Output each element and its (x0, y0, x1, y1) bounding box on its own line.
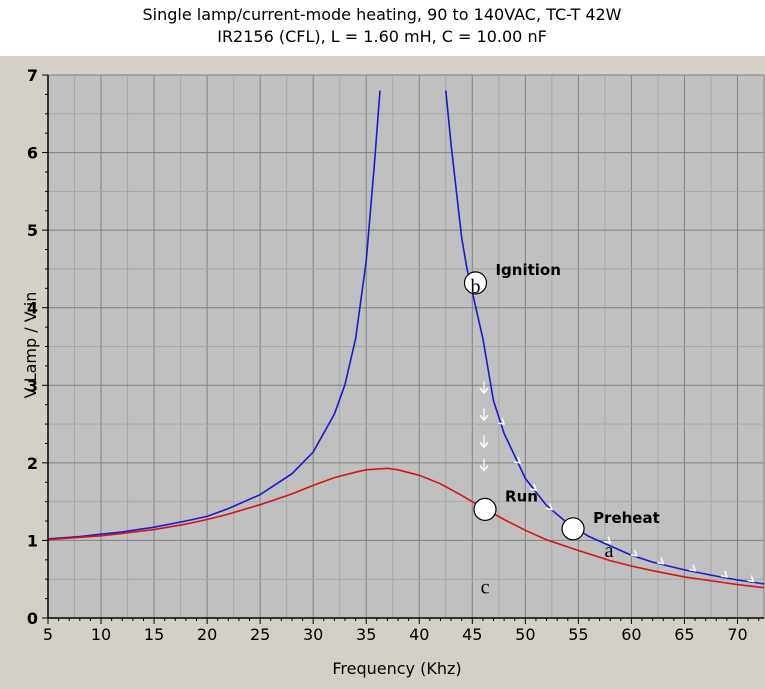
y-tick-label: 5 (27, 221, 38, 240)
grid (48, 75, 764, 618)
series-layer (47, 90, 765, 589)
y-tick-label: 1 (27, 531, 38, 550)
marker-letter-b: b (470, 276, 480, 298)
y-tick-label: 2 (27, 454, 38, 473)
x-tick-label: 60 (621, 625, 641, 644)
flow-arrow (604, 536, 612, 544)
flow-arrow (657, 557, 665, 565)
flow-arrow (513, 456, 522, 464)
x-tick-label: 45 (462, 625, 482, 644)
y-tick-label: 7 (27, 66, 38, 85)
flow-arrow (497, 417, 506, 426)
x-tick-label: 70 (727, 625, 747, 644)
flow-arrow (529, 483, 538, 491)
chart-title: Single lamp/current-mode heating, 90 to … (143, 5, 622, 24)
flow-arrow (545, 503, 553, 511)
y-tick-label: 6 (27, 144, 38, 163)
x-tick-label: 55 (568, 625, 588, 644)
flow-arrow (688, 564, 697, 572)
series-line-2 (47, 467, 765, 589)
marker-label-ignition: Ignition (495, 261, 560, 279)
marker-preheat (561, 517, 585, 541)
x-tick-label: 15 (144, 625, 164, 644)
y-tick-label: 0 (27, 609, 38, 628)
x-axis-label: Frequency (Khz) (332, 659, 461, 678)
x-tick-label: 25 (250, 625, 270, 644)
x-tick-label: 30 (303, 625, 323, 644)
y-tick-label: 4 (27, 299, 38, 318)
markers: Ignition b Run c Preheat a (463, 261, 660, 598)
x-tick-label: 10 (91, 625, 111, 644)
title-background (0, 0, 765, 55)
flow-arrow (720, 570, 728, 578)
marker-letter-c: c (481, 576, 490, 598)
x-tick-label: 35 (356, 625, 376, 644)
marker-ignition (463, 271, 488, 295)
x-tick-label: 65 (674, 625, 694, 644)
series-line-1 (445, 90, 765, 585)
marker-run (473, 497, 497, 521)
series-line-1 (47, 90, 381, 540)
flow-arrow (630, 549, 638, 557)
x-tick-label: 50 (515, 625, 535, 644)
y-axis-label: V Lamp / V in (21, 292, 40, 399)
x-tick-label: 20 (197, 625, 217, 644)
flow-arrows (479, 381, 755, 583)
x-tick-label: 40 (409, 625, 429, 644)
marker-label-preheat: Preheat (593, 509, 660, 527)
marker-letter-a: a (605, 540, 614, 562)
chart-subtitle: IR2156 (CFL), L = 1.60 mH, C = 10.00 nF (217, 27, 547, 46)
marker-label-run: Run (505, 487, 538, 505)
x-tick-label: 5 (43, 625, 53, 644)
y-tick-label: 3 (27, 376, 38, 395)
flow-arrow (747, 575, 755, 583)
